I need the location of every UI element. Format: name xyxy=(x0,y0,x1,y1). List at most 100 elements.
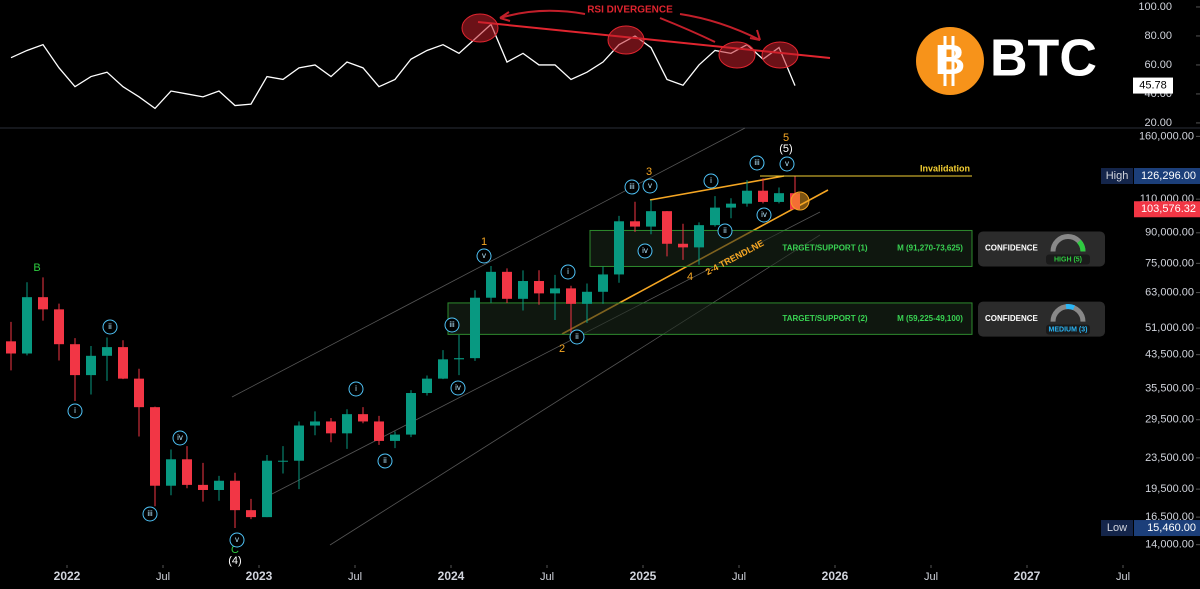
candle-body xyxy=(310,421,320,426)
confidence-level: MEDIUM (3) xyxy=(1049,326,1088,333)
y-tick-label: 160,000.00 xyxy=(1139,130,1194,142)
candle-body xyxy=(294,425,304,461)
marker-value: 126,296.00 xyxy=(1141,170,1196,182)
candle-body xyxy=(262,460,272,518)
target-zone xyxy=(589,229,973,267)
wave-label: i xyxy=(710,176,712,185)
candle-body xyxy=(342,414,352,434)
arrow-head xyxy=(499,11,511,22)
wave-label: i xyxy=(355,384,357,393)
candles xyxy=(6,176,800,529)
candle-body xyxy=(326,421,336,434)
y-tick-label: 23,500.00 xyxy=(1145,452,1194,464)
candle-body xyxy=(630,221,640,227)
wave-label: ii xyxy=(723,226,727,235)
rsi-annotation: RSI DIVERGENCE xyxy=(587,5,673,16)
rsi-tick-label: 100.00 xyxy=(1138,1,1172,13)
last-price-box xyxy=(1134,201,1200,218)
wave-label: ii xyxy=(575,332,579,341)
logo-text: BTC xyxy=(990,30,1097,88)
wave-circle xyxy=(756,207,772,223)
wave-circle xyxy=(560,264,576,280)
confidence-title: CONFIDENCE xyxy=(985,244,1039,253)
confidence-title: CONFIDENCE xyxy=(985,314,1039,323)
wave-label: C xyxy=(231,544,239,556)
wave-label: iii xyxy=(147,509,153,518)
wave-label: B xyxy=(33,262,40,274)
candle-body xyxy=(438,359,448,379)
wave-label: v xyxy=(235,535,239,544)
rsi-tick-label: 20.00 xyxy=(1144,117,1172,129)
channel-lower xyxy=(329,234,821,546)
wave-circle xyxy=(703,173,719,189)
y-tick-label: 16,500.00 xyxy=(1145,511,1194,523)
y-tick-label: 19,500.00 xyxy=(1145,483,1194,495)
candle-body xyxy=(518,281,528,299)
candle-body xyxy=(390,434,400,441)
candle-body xyxy=(774,193,784,202)
candle-body xyxy=(86,355,96,376)
zone-label: TARGET/SUPPORT (2) xyxy=(782,314,868,323)
wave-label: 1 xyxy=(481,236,487,248)
x-tick-label: Jul xyxy=(540,571,554,583)
logo-symbol: B xyxy=(935,36,965,83)
gauge-level xyxy=(1077,239,1086,252)
confidence-pill xyxy=(1046,324,1090,335)
x-tick-label: 2024 xyxy=(438,569,465,583)
zone-range: M (91,270-73,625) xyxy=(897,244,963,253)
wave-circle xyxy=(348,381,364,397)
rsi-value-box xyxy=(1133,77,1173,94)
target-zone xyxy=(447,302,973,335)
candle-body xyxy=(566,288,576,304)
candle-body xyxy=(214,480,224,490)
candle-body xyxy=(54,309,64,345)
candle-body xyxy=(374,421,384,441)
wave-label: iv xyxy=(642,246,648,255)
zone-range: M (59,225-49,100) xyxy=(897,314,963,323)
logo: B BTC xyxy=(916,27,1097,95)
y-tick-label: 14,000.00 xyxy=(1145,539,1194,551)
y-tick-label: 90,000.00 xyxy=(1145,227,1194,239)
candle-body xyxy=(678,243,688,248)
x-tick-label: Jul xyxy=(1116,571,1130,583)
wave-label: iii xyxy=(754,158,760,167)
candle-body xyxy=(726,203,736,208)
y-tick-label: 43,500.00 xyxy=(1145,349,1194,361)
logo-circle xyxy=(916,27,984,95)
candle-body xyxy=(534,281,544,294)
arrow xyxy=(499,9,586,19)
rsi-divergence: RSI DIVERGENCE xyxy=(461,5,831,69)
rsi-tick-label: 80.00 xyxy=(1144,30,1172,42)
marker-value-box xyxy=(1134,168,1200,185)
x-tick-label: Jul xyxy=(156,571,170,583)
wave-label: 3 xyxy=(646,166,652,178)
wave-circle xyxy=(229,532,245,548)
marker-name: Low xyxy=(1107,522,1127,534)
candle-body xyxy=(70,344,80,376)
wave-label: 5 xyxy=(783,132,789,144)
candle-body xyxy=(614,221,624,275)
candle-body xyxy=(694,225,704,248)
wave-circle xyxy=(172,430,188,446)
peak-circle xyxy=(718,41,756,69)
candle-body xyxy=(454,358,464,360)
peak-circle xyxy=(607,25,645,55)
x-tick-label: Jul xyxy=(732,571,746,583)
wedge-upper xyxy=(649,175,785,201)
wave-circle xyxy=(779,156,795,172)
candle-body xyxy=(182,459,192,485)
candle-body xyxy=(502,271,512,299)
y-tick-label: 51,000.00 xyxy=(1145,322,1194,334)
x-tick-label: 2025 xyxy=(630,569,657,583)
candle-body xyxy=(582,291,592,304)
channel-upper xyxy=(231,127,746,398)
zone-label: TARGET/SUPPORT (1) xyxy=(782,244,868,253)
arrow xyxy=(659,17,716,43)
wave-circle xyxy=(569,329,585,345)
wave-label: i xyxy=(567,267,569,276)
candle-body xyxy=(150,407,160,486)
confidence-pill xyxy=(1046,254,1090,265)
candle-body xyxy=(662,211,672,244)
